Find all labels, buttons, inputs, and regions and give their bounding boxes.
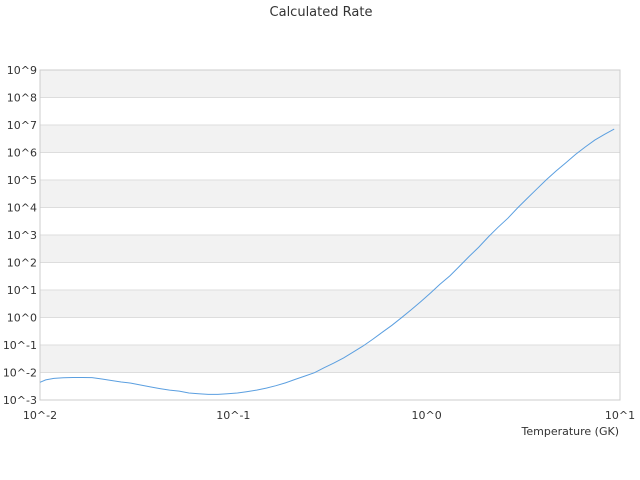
x-tick-label: 10^0: [412, 409, 442, 422]
y-tick-label: 10^6: [7, 147, 37, 160]
y-tick-label: 10^2: [7, 257, 37, 270]
series-layer: [39, 128, 615, 395]
x-tick-label: 10^-2: [23, 409, 57, 422]
x-axis-tick-labels: 10^-2 10^-1 10^0 10^1: [23, 409, 635, 422]
x-axis-title: Temperature (GK): [521, 425, 620, 438]
grid-band: [40, 345, 620, 373]
y-tick-label: 10^0: [7, 312, 37, 325]
grid-band: [40, 180, 620, 208]
y-tick-label: 10^1: [7, 284, 37, 297]
grid-band: [40, 70, 620, 98]
y-tick-label: 10^4: [7, 202, 37, 215]
x-tick-label: 10^1: [605, 409, 635, 422]
chart-title: Calculated Rate: [270, 5, 373, 20]
y-tick-label: 10^-2: [3, 367, 37, 380]
series-line: [39, 128, 615, 395]
y-tick-label: 10^-1: [3, 339, 37, 352]
plot-frame: [39, 69, 621, 401]
y-tick-label: 10^5: [7, 174, 37, 187]
y-tick-label: 10^-3: [3, 394, 37, 407]
y-tick-label: 10^7: [7, 119, 37, 132]
x-tick-label: 10^-1: [216, 409, 250, 422]
grid-band: [40, 125, 620, 153]
grid-band: [40, 235, 620, 263]
y-tick-label: 10^9: [7, 64, 37, 77]
y-axis-tick-labels: 10^9 10^8 10^7 10^6 10^5 10^4 10^3 10^2 10^1 10^0…: [3, 64, 37, 407]
plot-background-bands: [40, 70, 620, 373]
y-tick-label: 10^8: [7, 92, 37, 105]
grid-band: [40, 290, 620, 318]
y-tick-label: 10^3: [7, 229, 37, 242]
